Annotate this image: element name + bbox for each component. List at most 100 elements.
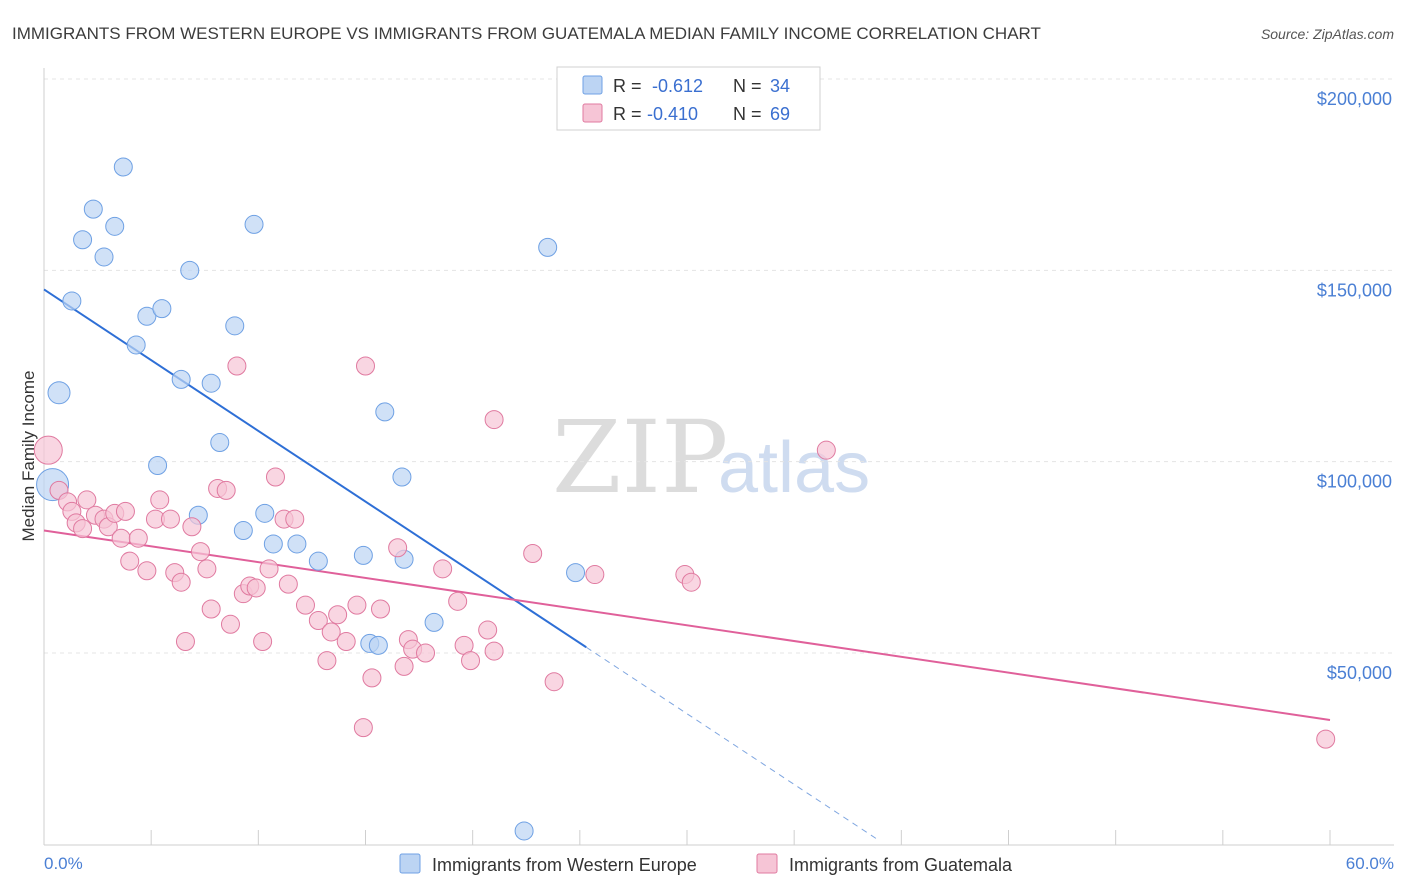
point-western-europe: [171, 369, 191, 389]
point-guatemala: [308, 610, 328, 630]
point-guatemala: [33, 435, 63, 465]
point-western-europe: [566, 563, 586, 583]
y-tick-labels: $50,000 $100,000 $150,000 $200,000: [1317, 89, 1392, 683]
point-guatemala: [523, 544, 543, 564]
point-guatemala: [171, 572, 191, 592]
point-guatemala: [1316, 729, 1336, 749]
point-guatemala: [347, 595, 367, 615]
point-guatemala: [433, 559, 453, 579]
point-guatemala: [265, 467, 285, 487]
point-guatemala: [362, 668, 382, 688]
point-western-europe: [308, 551, 328, 571]
series-legend-swatch-guatemala: [756, 853, 778, 874]
point-western-europe: [263, 534, 283, 554]
point-guatemala: [484, 410, 504, 430]
point-western-europe: [94, 247, 114, 267]
x-tick-label-min: 0.0%: [44, 854, 83, 873]
point-western-europe: [255, 503, 275, 523]
point-western-europe: [180, 260, 200, 280]
x-tick-label-max: 60.0%: [1346, 854, 1394, 873]
point-guatemala: [544, 672, 564, 692]
gridlines: [44, 78, 1394, 654]
point-guatemala: [478, 620, 498, 640]
point-western-europe: [233, 521, 253, 541]
series-legend-label-guatemala: Immigrants from Guatemala: [789, 855, 1013, 875]
chart-title: IMMIGRANTS FROM WESTERN EUROPE VS IMMIGR…: [12, 24, 1041, 43]
point-guatemala: [220, 614, 240, 634]
point-guatemala: [120, 551, 140, 571]
point-guatemala: [150, 490, 170, 510]
point-western-europe: [368, 635, 388, 655]
y-tick-label: $150,000: [1317, 280, 1392, 300]
point-guatemala: [394, 656, 414, 676]
point-western-europe: [126, 335, 146, 355]
point-western-europe: [113, 157, 133, 177]
point-guatemala: [259, 559, 279, 579]
stats-legend: R = -0.612 N = 34 R = -0.410 N = 69: [556, 66, 821, 131]
point-guatemala: [336, 632, 356, 652]
point-western-europe: [152, 299, 172, 319]
point-guatemala: [182, 517, 202, 537]
point-western-europe: [538, 237, 558, 257]
series-legend-label-western-europe: Immigrants from Western Europe: [432, 855, 697, 875]
legend-r-label-1: R =: [613, 76, 642, 96]
point-western-europe: [392, 467, 412, 487]
point-guatemala: [484, 641, 504, 661]
point-guatemala: [246, 578, 266, 598]
point-western-europe: [210, 433, 230, 453]
legend-n-label-1: N =: [733, 76, 762, 96]
point-guatemala: [160, 509, 180, 529]
trend-line-western-europe: [43, 288, 587, 649]
point-guatemala: [197, 559, 217, 579]
point-guatemala: [816, 440, 836, 460]
chart-source: Source: ZipAtlas.com: [1261, 26, 1394, 42]
point-guatemala: [216, 480, 236, 500]
point-guatemala: [77, 490, 97, 510]
point-western-europe: [73, 230, 93, 250]
point-western-europe: [201, 373, 221, 393]
point-guatemala: [448, 591, 468, 611]
point-western-europe: [244, 214, 264, 234]
point-guatemala: [371, 599, 391, 619]
point-guatemala: [227, 356, 247, 376]
point-western-europe: [148, 455, 168, 475]
x-tick-marks: [43, 830, 1331, 845]
legend-swatch-guatemala: [582, 103, 603, 123]
y-axis-label: Median Family Income: [19, 370, 38, 541]
point-guatemala: [356, 356, 375, 376]
point-western-europe: [375, 402, 395, 422]
point-guatemala: [328, 605, 348, 625]
point-guatemala: [585, 565, 605, 585]
trend-line-guatemala: [43, 529, 1331, 721]
point-western-europe: [47, 381, 71, 405]
point-western-europe: [424, 612, 444, 632]
point-guatemala: [278, 574, 298, 594]
watermark: ZIP atlas: [552, 399, 870, 516]
point-guatemala: [321, 622, 341, 642]
point-guatemala: [137, 561, 157, 581]
point-guatemala: [201, 599, 221, 619]
series-legend-swatch-western-europe: [399, 853, 421, 874]
point-western-europe: [105, 216, 125, 236]
series-legend: Immigrants from Western Europe Immigrant…: [399, 853, 1013, 875]
point-western-europe: [514, 821, 534, 841]
point-guatemala: [175, 632, 195, 652]
point-guatemala: [285, 509, 305, 529]
legend-r-value-2: -0.410: [647, 104, 698, 124]
point-guatemala: [115, 501, 135, 521]
point-western-europe: [62, 291, 82, 311]
point-guatemala: [190, 542, 210, 562]
y-tick-label: $200,000: [1317, 89, 1392, 109]
legend-r-value-1: -0.612: [652, 76, 703, 96]
legend-swatch-western-europe: [582, 75, 603, 95]
point-western-europe: [83, 199, 103, 219]
legend-n-value-2: 69: [770, 104, 790, 124]
point-guatemala: [681, 572, 701, 592]
point-western-europe: [353, 545, 373, 565]
point-guatemala: [253, 632, 273, 652]
trend-line-extension: [585, 646, 879, 841]
y-tick-label: $50,000: [1327, 663, 1392, 683]
legend-n-label-2: N =: [733, 104, 762, 124]
legend-n-value-1: 34: [770, 76, 790, 96]
